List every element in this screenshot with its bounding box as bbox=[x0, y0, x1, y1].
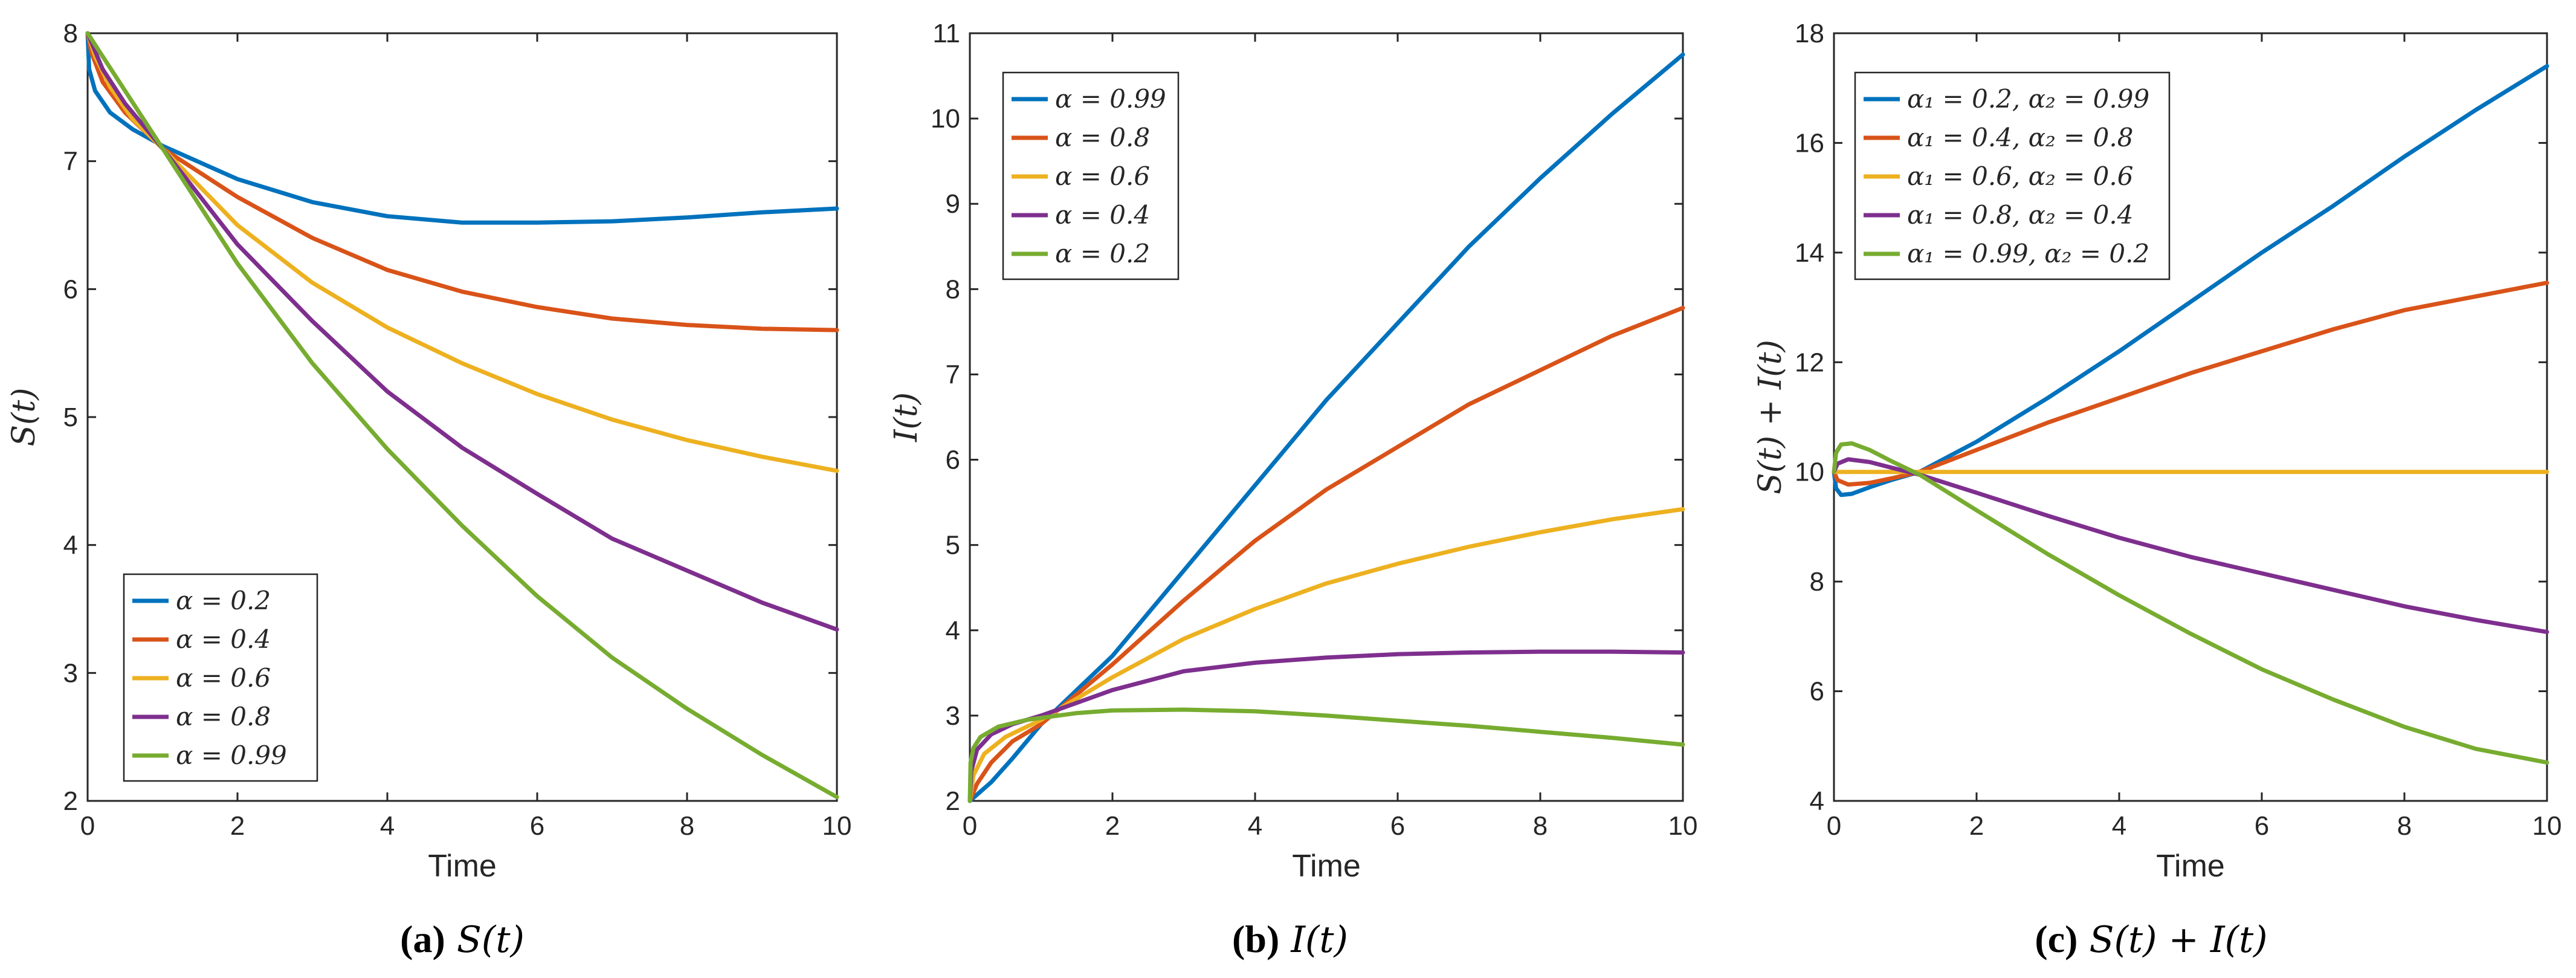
y-tick-label: 3 bbox=[63, 658, 78, 688]
y-tick-label: 11 bbox=[932, 19, 960, 48]
y-axis-label: S(t) bbox=[6, 387, 42, 446]
series-line-3 bbox=[967, 649, 1685, 803]
y-tick-label: 4 bbox=[1810, 786, 1824, 816]
y-tick-label: 10 bbox=[1795, 458, 1824, 487]
legend-entry: α = 0.6 bbox=[1055, 161, 1150, 191]
y-axis-label: S(t) + I(t) bbox=[1752, 340, 1789, 494]
series-line-1 bbox=[967, 305, 1685, 803]
x-tick-label: 8 bbox=[680, 811, 694, 841]
series-line-3 bbox=[1832, 457, 2549, 635]
x-tick-label: 8 bbox=[2397, 811, 2412, 841]
series-line-0 bbox=[85, 31, 839, 225]
legend-entry: α = 0.6 bbox=[176, 663, 271, 693]
x-tick-label: 6 bbox=[530, 811, 544, 841]
y-axis-label: I(t) bbox=[888, 392, 925, 442]
legend: α₁ = 0.2, α₂ = 0.99 α₁ = 0.4, α₂ = 0.8 α₁ … bbox=[1854, 71, 2171, 280]
series-line-4 bbox=[85, 31, 839, 800]
y-tick-label: 9 bbox=[946, 189, 960, 219]
legend-entry: α₁ = 0.8, α₂ = 0.4 bbox=[1907, 200, 2133, 230]
series-line-4 bbox=[967, 707, 1685, 803]
x-tick-label: 8 bbox=[1533, 811, 1548, 841]
x-axis-label: Time bbox=[2156, 849, 2225, 884]
legend: α = 0.99 α = 0.8 α = 0.6 α = 0.4 α = 0.2 bbox=[1002, 71, 1180, 280]
panel-caption: (c) S(t) + I(t) bbox=[2035, 918, 2267, 961]
y-tick-label: 14 bbox=[1795, 238, 1824, 268]
x-tick-label: 2 bbox=[230, 811, 245, 841]
series-line-0 bbox=[1832, 63, 2549, 497]
x-tick-label: 4 bbox=[2112, 811, 2126, 841]
legend-entry: α₁ = 0.6, α₂ = 0.6 bbox=[1907, 161, 2133, 191]
legend-entry: α = 0.8 bbox=[176, 702, 271, 731]
y-tick-label: 5 bbox=[63, 403, 78, 432]
legend: α = 0.2 α = 0.4 α = 0.6 α = 0.8 α = 0.99 bbox=[123, 573, 318, 782]
legend-entry: α = 0.4 bbox=[1055, 200, 1150, 230]
y-tick-label: 6 bbox=[1810, 677, 1824, 707]
y-tick-label: 12 bbox=[1795, 348, 1824, 377]
series-line-2 bbox=[967, 507, 1685, 803]
y-tick-label: 18 bbox=[1795, 19, 1824, 48]
legend-entry: α = 0.99 bbox=[176, 740, 287, 770]
x-tick-label: 0 bbox=[1827, 811, 1841, 841]
series-line-1 bbox=[85, 31, 839, 332]
legend-entry: α = 0.2 bbox=[176, 586, 271, 615]
panel-caption: (b) I(t) bbox=[1232, 918, 1348, 961]
x-tick-label: 6 bbox=[2255, 811, 2269, 841]
series-line-3 bbox=[85, 31, 839, 632]
x-axis-label: Time bbox=[1292, 849, 1361, 884]
legend-entry: α₁ = 0.2, α₂ = 0.99 bbox=[1907, 84, 2149, 114]
series-line-0 bbox=[967, 52, 1685, 803]
y-tick-label: 7 bbox=[946, 360, 960, 389]
legend-box bbox=[123, 573, 318, 782]
x-tick-label: 10 bbox=[2532, 811, 2562, 841]
x-tick-label: 0 bbox=[80, 811, 95, 841]
x-tick-label: 4 bbox=[1248, 811, 1262, 841]
x-tick-label: 2 bbox=[1969, 811, 1984, 841]
y-tick-label: 3 bbox=[946, 701, 960, 731]
legend-box bbox=[1854, 71, 2171, 280]
series-line-2 bbox=[85, 31, 839, 473]
y-tick-label: 10 bbox=[931, 104, 960, 134]
x-tick-label: 10 bbox=[1668, 811, 1698, 841]
y-tick-label: 8 bbox=[946, 274, 960, 304]
x-tick-label: 6 bbox=[1390, 811, 1405, 841]
x-axis-label: Time bbox=[428, 849, 497, 884]
y-tick-label: 5 bbox=[946, 531, 960, 560]
legend-entry: α₁ = 0.99, α₂ = 0.2 bbox=[1907, 239, 2149, 268]
panel-caption: (a) S(t) bbox=[400, 918, 525, 961]
legend-entry: α = 0.99 bbox=[1055, 84, 1166, 114]
series-line-1 bbox=[1832, 280, 2549, 487]
y-tick-label: 2 bbox=[63, 786, 78, 816]
x-tick-label: 10 bbox=[822, 811, 852, 841]
series-line-4 bbox=[1832, 441, 2549, 765]
legend-entry: α = 0.8 bbox=[1055, 123, 1150, 152]
legend-entry: α = 0.2 bbox=[1055, 239, 1150, 268]
y-tick-label: 4 bbox=[946, 616, 960, 646]
legend-entry: α₁ = 0.4, α₂ = 0.8 bbox=[1907, 123, 2133, 152]
y-tick-label: 2 bbox=[946, 786, 960, 816]
x-tick-label: 0 bbox=[963, 811, 977, 841]
y-tick-label: 8 bbox=[1810, 567, 1824, 597]
y-tick-label: 7 bbox=[63, 147, 78, 176]
y-tick-label: 6 bbox=[946, 445, 960, 475]
y-tick-label: 6 bbox=[63, 274, 78, 304]
x-tick-label: 2 bbox=[1105, 811, 1120, 841]
chart-panel-2: 0 2 4 6 8 10 4 6 8 10 12 14 16 18 Time S(t) + I(t) α₁ = … bbox=[1752, 19, 2561, 961]
legend-entry: α = 0.4 bbox=[176, 624, 271, 654]
y-tick-label: 8 bbox=[63, 19, 78, 48]
y-tick-label: 16 bbox=[1795, 128, 1824, 158]
y-tick-label: 4 bbox=[63, 531, 78, 560]
x-tick-label: 4 bbox=[380, 811, 395, 841]
